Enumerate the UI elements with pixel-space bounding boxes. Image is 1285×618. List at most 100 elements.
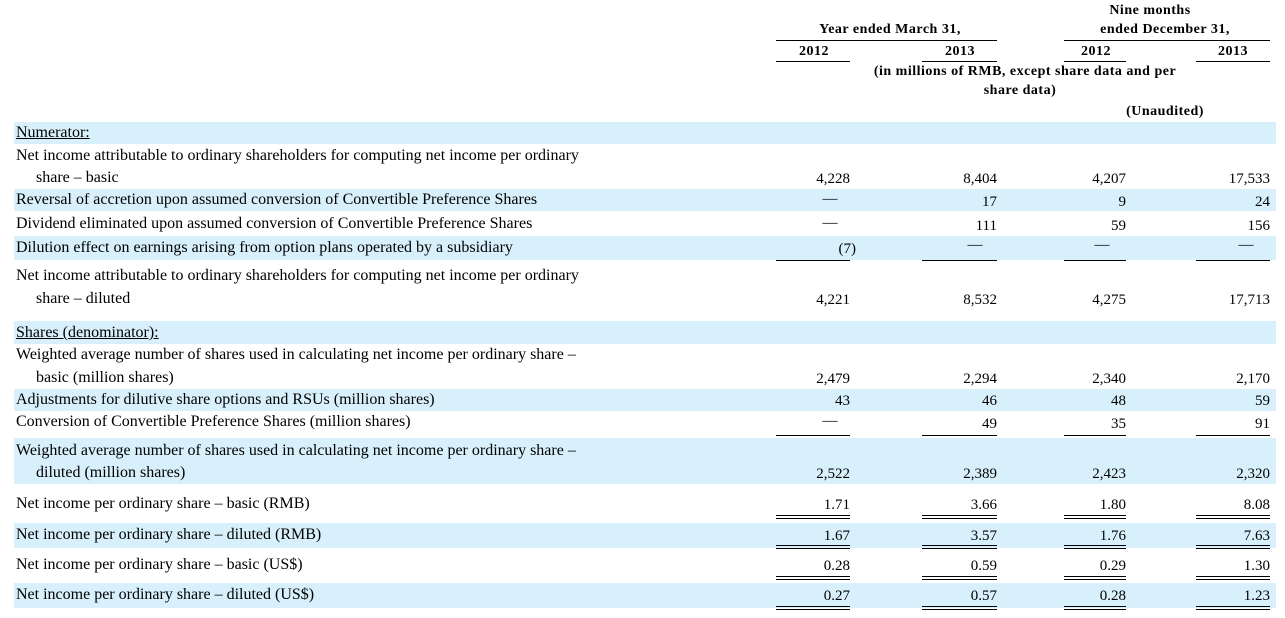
row-ni-basic-value: 4,228 xyxy=(816,171,850,187)
row-eps-basic-usd-value: 0.29 xyxy=(1099,558,1126,574)
row-wa-basic-label-cont: basic (million shares) xyxy=(36,369,174,386)
band-wa-diluted xyxy=(14,438,1276,484)
row-dividend-value: 156 xyxy=(1247,218,1271,234)
row-conversion-value: 35 xyxy=(1111,416,1126,432)
header-year-col3: 2012 xyxy=(1081,44,1111,59)
total-double-rule xyxy=(1064,606,1126,610)
row-dilution-value: — xyxy=(1094,237,1110,253)
subtotal-rule xyxy=(922,435,997,436)
subtotal-rule xyxy=(1064,260,1126,261)
band-accretion xyxy=(14,189,1276,211)
row-eps-diluted-usd-value: 0.27 xyxy=(823,588,850,604)
row-wa-basic-label: Weighted average number of shares used i… xyxy=(16,346,576,363)
header-rule-col2 xyxy=(922,61,997,62)
row-dividend-value: — xyxy=(822,215,838,231)
total-double-rule xyxy=(776,545,850,549)
row-ni-basic-label: Net income attributable to ordinary shar… xyxy=(16,147,579,164)
row-adjustments-value: 46 xyxy=(982,393,997,409)
row-wa-diluted-value: 2,423 xyxy=(1092,466,1126,482)
row-ni-basic-value: 4,207 xyxy=(1092,171,1126,187)
row-accretion-value: — xyxy=(822,191,838,207)
header-units-line2: share data) xyxy=(983,83,1057,98)
total-double-rule xyxy=(776,576,850,580)
total-double-rule xyxy=(922,545,997,549)
band-eps-diluted-usd xyxy=(14,583,1276,608)
subtotal-rule xyxy=(776,435,850,436)
band-numerator xyxy=(14,122,1276,144)
row-eps-basic-rmb-value: 8.08 xyxy=(1243,497,1270,513)
row-accretion-value: 17 xyxy=(982,194,997,210)
section-denominator: Shares (denominator): xyxy=(16,324,159,341)
row-dilution-value: — xyxy=(967,237,983,253)
header-rule-col4 xyxy=(1196,61,1270,62)
row-eps-diluted-rmb-value: 1.67 xyxy=(823,528,850,544)
header-nine-months-line2: ended December 31, xyxy=(1100,22,1230,37)
row-conversion-label: Conversion of Convertible Preference Sha… xyxy=(16,413,411,430)
row-ni-diluted-value: 4,275 xyxy=(1092,292,1126,308)
subtotal-rule xyxy=(776,260,850,261)
row-adjustments-value: 48 xyxy=(1111,393,1126,409)
row-eps-diluted-usd-label: Net income per ordinary share – diluted … xyxy=(16,586,315,603)
total-double-rule xyxy=(1064,545,1126,549)
row-ni-basic-value: 8,404 xyxy=(963,171,997,187)
band-eps-diluted-rmb xyxy=(14,523,1276,548)
row-eps-basic-usd-label: Net income per ordinary share – basic (U… xyxy=(16,556,303,573)
header-year-ended: Year ended March 31, xyxy=(819,22,961,37)
band-adjustments xyxy=(14,389,1276,411)
row-eps-diluted-usd-value: 0.28 xyxy=(1099,588,1126,604)
row-wa-diluted-label: Weighted average number of shares used i… xyxy=(16,442,576,459)
row-eps-basic-usd-value: 0.59 xyxy=(970,558,997,574)
band-dilution xyxy=(14,236,1276,260)
section-numerator: Numerator: xyxy=(16,124,90,141)
row-eps-basic-rmb-value: 1.71 xyxy=(823,497,850,513)
row-dilution-value: — xyxy=(1238,237,1254,253)
subtotal-rule xyxy=(922,260,997,261)
total-double-rule xyxy=(1196,545,1270,549)
header-units-line1: (in millions of RMB, except share data a… xyxy=(873,64,1177,79)
row-dilution-value: (7) xyxy=(838,241,857,257)
row-eps-diluted-rmb-value: 1.76 xyxy=(1099,528,1126,544)
total-double-rule xyxy=(922,515,997,519)
band-denominator xyxy=(14,321,1276,344)
row-ni-diluted-value: 8,532 xyxy=(963,292,997,308)
row-adjustments-value: 59 xyxy=(1255,393,1270,409)
row-accretion-label: Reversal of accretion upon assumed conve… xyxy=(16,191,538,208)
row-dividend-label: Dividend eliminated upon assumed convers… xyxy=(16,215,533,232)
total-double-rule xyxy=(1196,606,1270,610)
subtotal-rule xyxy=(1196,260,1270,261)
row-wa-basic-value: 2,340 xyxy=(1092,371,1126,387)
header-rule-col1 xyxy=(776,61,850,62)
row-eps-basic-usd-value: 0.28 xyxy=(823,558,850,574)
total-double-rule xyxy=(1064,515,1126,519)
row-wa-basic-value: 2,170 xyxy=(1236,371,1270,387)
header-rule-year xyxy=(776,40,997,41)
row-conversion-value: 91 xyxy=(1255,416,1270,432)
row-adjustments-value: 43 xyxy=(835,393,850,409)
row-dividend-value: 59 xyxy=(1111,218,1126,234)
row-accretion-value: 9 xyxy=(1118,194,1127,210)
row-wa-basic-value: 2,479 xyxy=(816,371,850,387)
row-dividend-value: 111 xyxy=(975,218,997,234)
row-wa-diluted-value: 2,320 xyxy=(1236,466,1270,482)
row-ni-diluted-value: 4,221 xyxy=(816,292,850,308)
header-year-col4: 2013 xyxy=(1218,44,1248,59)
row-eps-diluted-usd-value: 1.23 xyxy=(1243,588,1270,604)
header-year-col1: 2012 xyxy=(799,44,829,59)
row-wa-diluted-value: 2,389 xyxy=(963,466,997,482)
row-eps-basic-rmb-value: 3.66 xyxy=(970,497,997,513)
row-conversion-value: 49 xyxy=(982,416,997,432)
total-double-rule xyxy=(1196,515,1270,519)
header-rule-col3 xyxy=(1064,61,1126,62)
total-double-rule xyxy=(1064,576,1126,580)
row-eps-diluted-rmb-value: 3.57 xyxy=(970,528,997,544)
row-ni-diluted-label-cont: share – diluted xyxy=(36,290,131,307)
row-eps-basic-usd-value: 1.30 xyxy=(1243,558,1270,574)
row-ni-basic-value: 17,533 xyxy=(1228,171,1270,187)
header-year-col2: 2013 xyxy=(945,44,975,59)
header-nine-months-line1: Nine months xyxy=(1109,3,1191,18)
row-ni-diluted-label: Net income attributable to ordinary shar… xyxy=(16,267,579,284)
row-wa-diluted-value: 2,522 xyxy=(816,466,850,482)
row-eps-basic-rmb-value: 1.80 xyxy=(1099,497,1126,513)
total-double-rule xyxy=(922,606,997,610)
subtotal-rule xyxy=(1196,435,1270,436)
